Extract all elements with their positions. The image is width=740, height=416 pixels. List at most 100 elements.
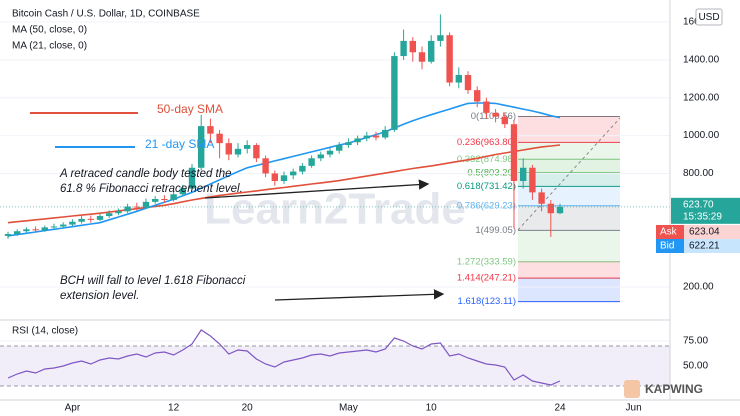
candle-body (170, 194, 177, 200)
x-tick-label: 20 (242, 403, 254, 414)
bid-box (684, 239, 740, 253)
bid-name: Bid (660, 241, 674, 252)
arrow (204, 179, 430, 199)
candle-body (501, 116, 508, 125)
candle-body (400, 40, 407, 57)
y-tick-label: 50.00 (683, 361, 708, 372)
fib-zone (518, 205, 620, 231)
candle-body (253, 145, 260, 159)
candle-body (391, 56, 398, 130)
candle-body (69, 221, 76, 225)
candle-body (547, 203, 554, 214)
fib-zone (518, 172, 620, 187)
candle-body (437, 35, 444, 41)
candle-body (244, 145, 251, 149)
candle-body (225, 143, 232, 155)
candle-body (382, 129, 389, 138)
candle-body (538, 192, 545, 204)
fib-zone (518, 278, 620, 302)
candle-body (510, 124, 518, 182)
fib-label: 1.272(333.59) (457, 256, 516, 267)
candle-body (556, 206, 564, 214)
logo-text: KAPWING (645, 382, 703, 396)
fib-label: 0.5(803.20) (467, 167, 516, 178)
candle-body (207, 126, 214, 134)
last-price-label: 623.70 (683, 199, 714, 210)
candle-body (280, 175, 288, 182)
fib-label: 0.382(874.98) (457, 154, 516, 165)
x-tick-label: 24 (554, 403, 566, 414)
candle-body (188, 167, 196, 189)
candle-body (106, 213, 113, 217)
rsi-line (7, 329, 561, 386)
candle-body (4, 234, 12, 236)
candle-body (41, 227, 48, 231)
moving-average (7, 102, 561, 237)
legend-entry: MA (21, close, 0) (12, 41, 87, 52)
candle-body (23, 229, 30, 232)
candle-body (336, 145, 343, 151)
x-tick-label: May (339, 403, 358, 414)
fib-zone (518, 142, 620, 160)
fib-zone (518, 116, 620, 143)
candle-body (87, 218, 94, 220)
candle-body (161, 199, 168, 201)
fib-zone (518, 230, 620, 262)
candle-body (409, 40, 416, 53)
annotation: BCH will fall to level 1.618 Fibonacci (60, 275, 246, 287)
chart-title: Bitcoin Cash / U.S. Dollar, 1D, COINBASE (12, 9, 200, 20)
bid-name-box (656, 239, 684, 253)
candle-body (455, 74, 462, 83)
candle-body (492, 112, 499, 117)
fib-zone (518, 159, 620, 173)
currency-box (695, 8, 723, 26)
fib-label: 0.618(731.42) (457, 181, 516, 192)
rsi-title: RSI (14, close) (12, 326, 78, 337)
candle-body (32, 229, 39, 231)
candle-body (372, 135, 380, 138)
candle-body (345, 142, 352, 146)
x-tick-label: 10 (426, 403, 438, 414)
candle-body (115, 211, 122, 214)
candle-body (198, 126, 205, 168)
moving-average (7, 144, 561, 224)
x-tick-label: 12 (168, 403, 180, 414)
candle-body (216, 133, 223, 144)
ask-label: 623.04 (689, 227, 720, 238)
y-tick-label: 1000.00 (683, 130, 720, 141)
watermark: Learn2Trade (204, 185, 466, 234)
trend-line (517, 117, 621, 231)
candle-body (152, 199, 159, 202)
candle-body (299, 165, 306, 172)
candle-body (483, 101, 490, 113)
candle-body (124, 206, 131, 212)
candle-body (317, 154, 324, 159)
logo-icon (624, 380, 640, 398)
candle-body (290, 171, 297, 176)
y-tick-label: 75.00 (683, 336, 708, 347)
y-tick-label: 200.00 (683, 282, 714, 293)
candle-body (78, 218, 85, 222)
last-price-tag (671, 197, 740, 224)
candle-body (262, 158, 269, 174)
axis-layer: 200.00800.001000.001200.001400.001600.00… (65, 17, 740, 414)
y-tick-label: 1400.00 (683, 54, 720, 65)
annotation: extension level. (60, 290, 139, 302)
fib-label: 1.618(123.11) (458, 296, 516, 307)
candle-body (363, 135, 370, 139)
plot-layer (0, 14, 670, 386)
candle-body (234, 148, 242, 155)
candle-body (60, 224, 67, 227)
candle-body (133, 206, 140, 208)
x-tick-label: Jun (626, 403, 642, 414)
candle-body (50, 226, 58, 228)
back-layer: 0(1100.56)0.236(963.80)0.382(874.98)0.5(… (0, 21, 670, 387)
candle-body (428, 40, 435, 62)
annotation: A retraced candle body tested the (59, 168, 232, 180)
fib-zone (518, 261, 620, 279)
candle-body (520, 167, 527, 182)
bid-label: 622.21 (689, 241, 720, 252)
